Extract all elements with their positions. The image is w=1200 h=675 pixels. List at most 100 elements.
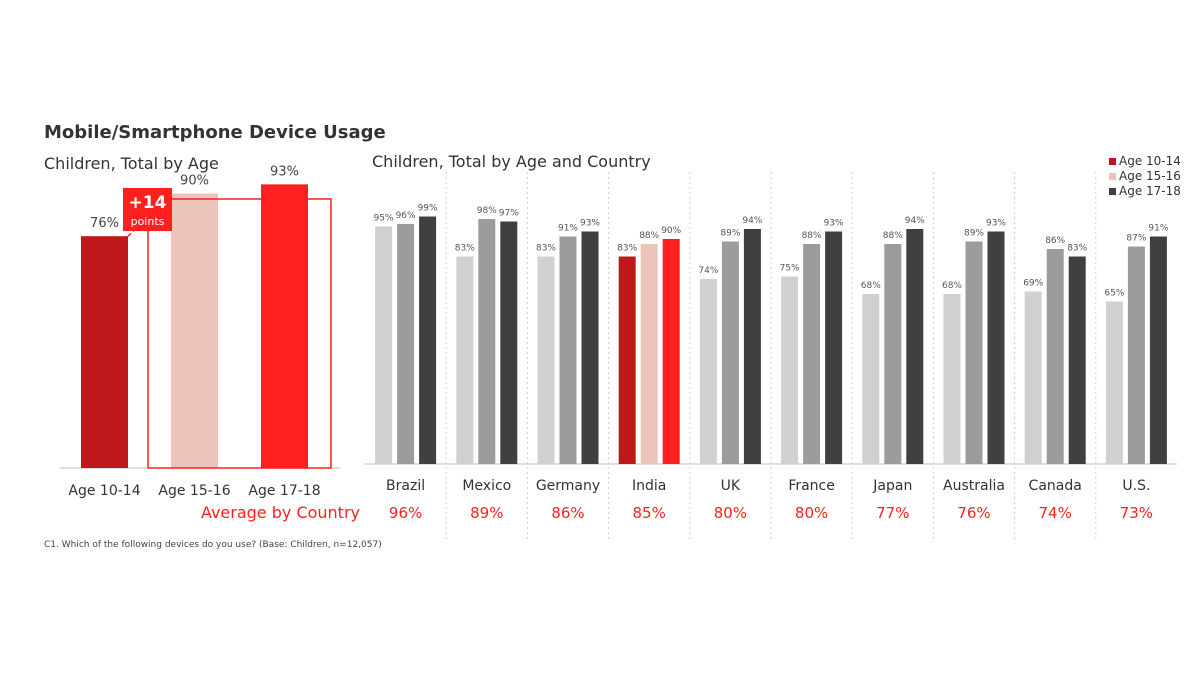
data-label: 83% [455, 244, 475, 254]
average-uk: 80% [714, 504, 747, 522]
bar-france-age-10-14 [781, 276, 799, 464]
legend-item-age-15-16: Age 15-16 [1109, 169, 1181, 184]
tick-label-japan: Japan [872, 478, 912, 494]
average-japan: 77% [876, 504, 909, 522]
bar-age-10-14 [81, 236, 128, 468]
tick-label-age-17-18: Age 17-18 [248, 483, 320, 499]
data-label: 75% [780, 264, 800, 274]
right-chart-subtitle: Children, Total by Age and Country [372, 152, 651, 171]
tick-label-germany: Germany [536, 478, 600, 494]
data-label: 93% [270, 164, 299, 179]
data-label: 97% [499, 209, 519, 219]
bar-u-s-age-15-16 [1127, 246, 1145, 464]
average-canada: 74% [1039, 504, 1072, 522]
data-label: 68% [942, 281, 962, 291]
bar-australia-age-15-16 [965, 241, 983, 464]
data-label: 96% [396, 211, 416, 221]
bar-india-age-10-14 [618, 256, 636, 464]
average-australia: 76% [957, 504, 990, 522]
data-label: 88% [639, 231, 659, 241]
bar-canada-age-10-14 [1024, 291, 1042, 464]
bar-brazil-age-10-14 [375, 226, 393, 464]
chart-title: Mobile/Smartphone Device Usage [44, 122, 386, 143]
data-label: 83% [617, 244, 637, 254]
average-brazil: 96% [389, 504, 422, 522]
data-label: 83% [536, 244, 556, 254]
data-label: 93% [986, 219, 1006, 229]
data-label: 74% [698, 266, 718, 276]
legend-label: Age 15-16 [1119, 169, 1181, 183]
tick-label-uk: UK [721, 478, 741, 494]
data-label: 93% [580, 219, 600, 229]
bar-japan-age-15-16 [884, 244, 902, 464]
bar-brazil-age-15-16 [397, 224, 415, 464]
bar-australia-age-10-14 [943, 294, 961, 464]
bar-brazil-age-17-18 [419, 216, 437, 464]
average-germany: 86% [551, 504, 584, 522]
data-label: 98% [477, 206, 497, 216]
callout-value: +14 [129, 193, 167, 213]
bar-u-s-age-10-14 [1105, 301, 1123, 464]
tick-label-age-15-16: Age 15-16 [158, 483, 230, 499]
legend-swatch-age-10-14 [1109, 158, 1116, 165]
bar-canada-age-15-16 [1046, 249, 1064, 464]
bar-japan-age-17-18 [906, 229, 924, 464]
data-label: 94% [905, 216, 925, 226]
bar-australia-age-17-18 [987, 231, 1005, 464]
bar-mexico-age-15-16 [478, 219, 496, 464]
data-label: 88% [883, 231, 903, 241]
data-label: 99% [418, 204, 438, 214]
tick-label-age-10-14: Age 10-14 [68, 483, 140, 499]
data-label: 95% [374, 214, 394, 224]
data-label: 94% [742, 216, 762, 226]
data-label: 89% [720, 229, 740, 239]
data-label: 87% [1126, 234, 1146, 244]
legend: Age 10-14 Age 15-16 Age 17-18 [1109, 154, 1181, 199]
left-chart-subtitle: Children, Total by Age [44, 154, 219, 173]
highlight-box [147, 198, 332, 469]
bar-uk-age-10-14 [699, 279, 717, 464]
legend-swatch-age-15-16 [1109, 173, 1116, 180]
data-label: 83% [1067, 244, 1087, 254]
tick-label-india: India [632, 478, 666, 494]
data-label: 76% [90, 216, 119, 231]
bar-age-15-16 [171, 193, 218, 468]
legend-swatch-age-17-18 [1109, 188, 1116, 195]
bar-uk-age-15-16 [721, 241, 739, 464]
bar-mexico-age-17-18 [500, 221, 518, 464]
average-u-s: 73% [1120, 504, 1153, 522]
bar-germany-age-10-14 [537, 256, 555, 464]
bar-india-age-17-18 [662, 239, 680, 464]
data-label: 91% [1148, 224, 1168, 234]
tick-label-canada: Canada [1029, 478, 1082, 494]
average-france: 80% [795, 504, 828, 522]
data-label: 88% [802, 231, 822, 241]
bar-age-17-18 [261, 184, 308, 468]
bar-india-age-15-16 [640, 244, 658, 464]
bar-japan-age-10-14 [862, 294, 880, 464]
average-mexico: 89% [470, 504, 503, 522]
legend-label: Age 10-14 [1119, 154, 1181, 168]
tick-label-brazil: Brazil [386, 478, 425, 494]
tick-label-mexico: Mexico [462, 478, 511, 494]
bar-uk-age-17-18 [743, 229, 761, 464]
callout-badge [123, 188, 172, 231]
callout-unit: points [131, 215, 165, 228]
data-label: 91% [558, 224, 578, 234]
average-india: 85% [633, 504, 666, 522]
data-label: 93% [824, 219, 844, 229]
data-label: 86% [1045, 236, 1065, 246]
bar-canada-age-17-18 [1068, 256, 1086, 464]
bar-germany-age-17-18 [581, 231, 599, 464]
legend-item-age-17-18: Age 17-18 [1109, 184, 1181, 199]
average-by-country-label: Average by Country [201, 503, 360, 522]
footnote: C1. Which of the following devices do yo… [44, 540, 382, 550]
data-label: 90% [180, 174, 209, 189]
data-label: 65% [1104, 289, 1124, 299]
tick-label-u-s: U.S. [1122, 478, 1150, 494]
tick-label-australia: Australia [943, 478, 1005, 494]
bar-france-age-17-18 [825, 231, 843, 464]
bar-france-age-15-16 [803, 244, 821, 464]
tick-label-france: France [788, 478, 835, 494]
